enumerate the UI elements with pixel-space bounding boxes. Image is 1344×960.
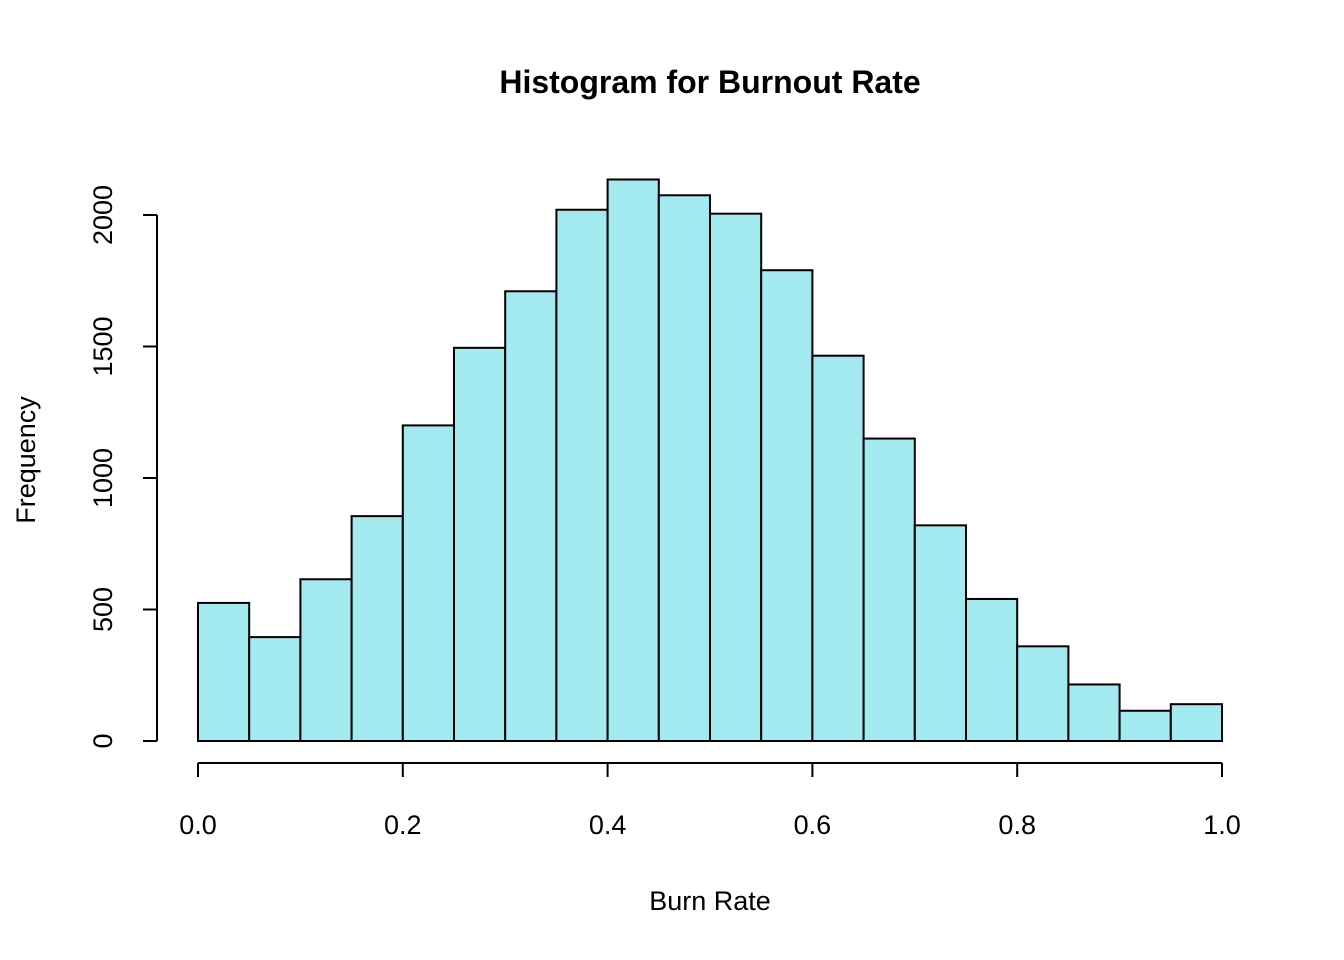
histogram-bar — [1016, 645, 1070, 743]
x-tick-label: 0.4 — [589, 810, 627, 840]
y-tick-label: 500 — [88, 587, 118, 632]
y-tick-label: 0 — [88, 733, 118, 748]
histogram-bar — [504, 290, 558, 742]
x-tick-label: 0.8 — [998, 810, 1036, 840]
histogram-bar — [197, 601, 251, 742]
histogram-bar — [299, 578, 353, 742]
histogram-bar — [453, 346, 507, 742]
y-tick-label: 1500 — [88, 316, 118, 376]
chart-title: Histogram for Burnout Rate — [499, 64, 920, 100]
y-axis-label: Frequency — [11, 396, 41, 524]
x-tick-label: 0.6 — [794, 810, 832, 840]
histogram-bar — [248, 636, 302, 742]
x-axis: 0.0 0.2 0.4 0.6 0.8 1.0 — [179, 762, 1241, 840]
histogram-bar — [811, 354, 865, 742]
histogram-bar — [1067, 683, 1121, 743]
histogram-bar — [555, 208, 609, 743]
histogram-bar — [1118, 709, 1172, 743]
x-axis-label: Burn Rate — [649, 886, 771, 916]
x-tick-label: 0.0 — [179, 810, 217, 840]
histogram-bar — [606, 178, 660, 742]
histogram-bar — [709, 212, 763, 742]
histogram-bar — [965, 597, 1019, 742]
histogram-bar — [350, 515, 404, 743]
histogram-bars — [197, 178, 1224, 743]
y-axis: 0 500 1000 1500 2000 — [88, 185, 158, 749]
histogram-bar — [760, 269, 814, 742]
histogram-bar — [401, 424, 455, 742]
x-tick-label: 0.2 — [384, 810, 422, 840]
histogram-bar — [1169, 703, 1224, 742]
x-tick-label: 1.0 — [1203, 810, 1241, 840]
y-tick-label: 1000 — [88, 448, 118, 508]
histogram-bar — [862, 437, 916, 742]
histogram-bar — [657, 194, 711, 742]
histogram-bar — [913, 524, 967, 743]
y-tick-label: 2000 — [88, 185, 118, 245]
